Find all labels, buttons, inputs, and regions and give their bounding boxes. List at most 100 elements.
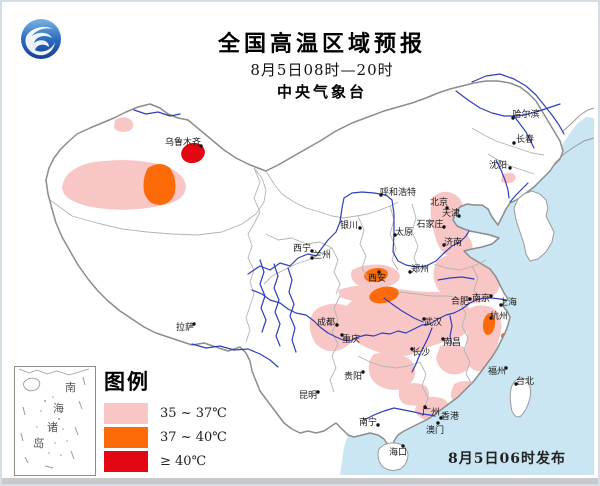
city-label: 昆明: [299, 390, 317, 400]
legend-item-37-40: 37 ~ 40℃: [104, 426, 227, 448]
city-label: 呼和浩特: [380, 186, 416, 197]
city-dot: [436, 421, 440, 425]
city-label: 海口: [389, 446, 407, 457]
city-dot: [499, 303, 503, 307]
yalu-river: [509, 182, 529, 203]
heat-region-t37_40: [369, 286, 399, 304]
city-label: 济南: [444, 236, 462, 247]
city-label: 西安: [368, 272, 386, 283]
city-dot: [508, 166, 512, 170]
inset-label-char: 海: [53, 403, 64, 415]
city-dot: [512, 141, 516, 145]
city-label: 天津: [442, 208, 460, 218]
map-title: 全国高温区域预报: [217, 31, 426, 57]
city-dot: [361, 370, 365, 374]
city-dot: [514, 382, 518, 386]
city-dot: [422, 317, 426, 321]
legend-title: 图例: [104, 369, 150, 394]
neighbour-coastlines: [377, 107, 595, 471]
xiang-river: [411, 327, 433, 373]
valid-period: 8月5日08时—20时: [250, 61, 394, 79]
country-border: [45, 80, 564, 450]
city-dot: [439, 416, 443, 420]
city-dot: [511, 116, 515, 120]
cma-logo: [21, 19, 61, 59]
city-label: 太原: [395, 226, 413, 237]
city-dot: [401, 444, 405, 448]
city-dot: [410, 347, 414, 351]
south-china-sea-inset: 南 海 诸 岛: [14, 366, 96, 476]
city-dot: [379, 193, 383, 197]
city-label: 石家庄: [416, 218, 443, 229]
city-label: 兰州: [313, 249, 331, 260]
city-dot: [316, 390, 320, 394]
city-label: 香港: [441, 410, 459, 421]
issue-time: 8月5日06时发布: [448, 451, 566, 467]
korea-peninsula: [513, 190, 555, 262]
bottom-frame-strip: [2, 478, 598, 484]
legend: 南 海 诸 岛 图例 35 ~ 37℃ 37 ~ 40℃ ≥ 40℃: [12, 362, 227, 478]
songhua-river: [455, 90, 515, 117]
han-river: [383, 297, 424, 323]
city-dot: [310, 256, 314, 260]
province-borders: [49, 127, 545, 409]
city-label: 上海: [499, 296, 517, 307]
city-label: 沈阳: [489, 159, 507, 170]
city-dot: [310, 249, 314, 253]
hainan-island: [377, 442, 409, 471]
city-label: 哈尔滨: [512, 108, 539, 119]
city-dot: [199, 144, 203, 148]
city-dot: [358, 226, 362, 230]
legend-item-40plus: ≥ 40℃: [104, 450, 206, 472]
taiwan-island: [509, 377, 532, 418]
pearl-river: [363, 407, 436, 421]
legend-label-40plus: ≥ 40℃: [160, 453, 207, 469]
city-label: 成都: [317, 316, 335, 327]
city-label: 西宁: [293, 242, 311, 253]
city-label: 重庆: [342, 333, 360, 344]
songhua-branch: [513, 103, 561, 117]
city-dot: [441, 337, 445, 341]
city-dot: [408, 270, 412, 274]
city-label: 银川: [340, 219, 358, 230]
city-dot: [393, 233, 397, 237]
heat-region-t35_37: [368, 352, 416, 390]
city-dot: [445, 206, 449, 210]
city-label: 南京: [472, 292, 490, 303]
heat-region-t35_37: [433, 254, 501, 304]
city-dot: [457, 214, 461, 218]
heat-region-t35_37: [436, 344, 472, 375]
city-label: 台北: [516, 375, 534, 386]
city-label: 拉萨: [176, 321, 194, 332]
city-dot: [504, 366, 508, 370]
yangtze-river: [251, 289, 507, 342]
liao-river: [495, 159, 510, 199]
rivers: [133, 73, 565, 421]
yellow-river: [247, 191, 470, 275]
city-label: 贵阳: [344, 370, 362, 381]
legend-swatch-37-40: [104, 426, 148, 448]
legend-swatch-40plus: [104, 450, 148, 472]
legend-item-35-37: 35 ~ 37℃: [104, 402, 227, 424]
inset-label-char: 南: [65, 382, 76, 394]
city-label: 长沙: [412, 346, 430, 357]
city-label: 郑州: [411, 263, 429, 274]
city-dot: [335, 323, 339, 327]
city-dot: [468, 297, 472, 301]
city-dot: [340, 333, 344, 337]
city-dot: [423, 405, 427, 409]
heat-region-t35_37: [398, 383, 429, 406]
amur-river: [471, 73, 565, 135]
songhua-lower: [513, 115, 535, 149]
city-label: 武汉: [424, 316, 442, 327]
inset-label-char: 诸: [47, 422, 58, 434]
city-dot: [192, 322, 196, 326]
upper-river-1: [259, 259, 267, 333]
heat-region-t37_40: [143, 164, 176, 205]
city-dot: [377, 270, 381, 274]
legend-label-37-40: 37 ~ 40℃: [160, 429, 227, 445]
city-label: 广州: [422, 406, 440, 417]
city-label: 南昌: [443, 336, 461, 347]
